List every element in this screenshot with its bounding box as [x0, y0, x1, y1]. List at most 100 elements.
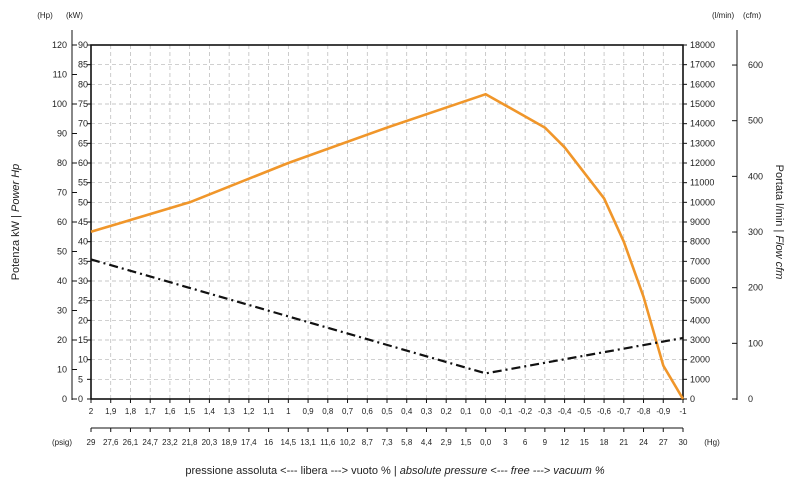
x-bar-tick-label: 0,9 [303, 407, 315, 416]
x-psig-tick-label: 0,0 [480, 438, 492, 447]
x-bar-tick-label: 0,0 [480, 407, 492, 416]
kw-tick-label: 25 [78, 296, 88, 306]
hg-unit-label: (Hg) [704, 438, 720, 447]
x-psig-tick-label: 6 [523, 438, 528, 447]
x-psig-tick-label: 29 [87, 438, 96, 447]
x-axis-title-italian: pressione assoluta <--- libera ---> vuot… [185, 465, 399, 477]
kw-tick-label: 65 [78, 138, 88, 148]
x-psig-tick-label: 30 [679, 438, 688, 447]
x-psig-tick-label: 23,2 [162, 438, 178, 447]
x-psig-tick-label: 18 [600, 438, 609, 447]
kw-tick-label: 80 [78, 79, 88, 89]
x-psig-tick-label: 21,8 [182, 438, 198, 447]
kw-tick-label: 15 [78, 335, 88, 345]
hp-tick-label: 80 [57, 158, 67, 168]
cfm-tick-label: 300 [748, 227, 763, 237]
x-bar-tick-label: 1,8 [125, 407, 137, 416]
x-psig-tick-label: 4,4 [421, 438, 433, 447]
x-psig-tick-label: 13,1 [300, 438, 316, 447]
x-bar-tick-label: 1,4 [204, 407, 216, 416]
x-bar-tick-label: -1 [679, 407, 687, 416]
x-bar-tick-label: -0,8 [637, 407, 651, 416]
x-psig-tick-label: 5,8 [401, 438, 413, 447]
series-lines [90, 92, 685, 400]
lmin-tick-label: 16000 [690, 79, 715, 89]
cfm-tick-label: 100 [748, 338, 763, 348]
x-bar-tick-label: 1,1 [263, 407, 275, 416]
x-bar-tick-label: 0,1 [460, 407, 472, 416]
kw-tick-label: 35 [78, 256, 88, 266]
hp-tick-label: 90 [57, 129, 67, 139]
kw-tick-label: 75 [78, 99, 88, 109]
lmin-tick-label: 5000 [690, 296, 710, 306]
x-psig-tick-label: 8,7 [362, 438, 374, 447]
x-psig-tick-label: 18,9 [221, 438, 237, 447]
hp-tick-label: 20 [57, 335, 67, 345]
kw-tick-label: 50 [78, 197, 88, 207]
hp-tick-label: 50 [57, 247, 67, 257]
kw-tick-label: 20 [78, 315, 88, 325]
x-psig-tick-label: 1,5 [460, 438, 472, 447]
lmin-tick-label: 6000 [690, 276, 710, 286]
x-bar-tick-label: 2 [89, 407, 94, 416]
kw-tick-label: 45 [78, 217, 88, 227]
kw-tick-label: 70 [78, 119, 88, 129]
x-bar-tick-label: 0,8 [322, 407, 334, 416]
psig-unit-label: (psig) [52, 438, 72, 447]
lmin-unit-label: (l/min) [712, 11, 735, 20]
lmin-tick-label: 12000 [690, 158, 715, 168]
hp-tick-label: 30 [57, 306, 67, 316]
lmin-tick-label: 10000 [690, 197, 715, 207]
hp-tick-label: 120 [52, 40, 67, 50]
lmin-tick-label: 13000 [690, 138, 715, 148]
hp-unit-label: (Hp) [37, 11, 53, 20]
cfm-tick-label: 600 [748, 60, 763, 70]
kw-unit-label: (kW) [66, 11, 83, 20]
lmin-tick-label: 11000 [690, 178, 714, 188]
y-left-title-italic: Power Hp [10, 164, 22, 212]
x-psig-tick-label: 27 [659, 438, 668, 447]
x-psig-tick-label: 10,2 [340, 438, 356, 447]
x-bar-tick-label: 1,7 [145, 407, 157, 416]
x-psig-tick-label: 12 [560, 438, 569, 447]
cfm-tick-label: 0 [748, 394, 753, 404]
y-right-title-italic: Flow cfm [773, 235, 785, 279]
x-bar-tick-label: -0,2 [518, 407, 532, 416]
x-bar-tick-label: 1,2 [243, 407, 255, 416]
lmin-tick-label: 2000 [690, 355, 710, 365]
x-axis-title-english: absolute pressure <--- free ---> vacuum … [400, 465, 605, 477]
y-left-title-text: Potenza kW | [10, 212, 22, 280]
x-bar-tick-label: -0,6 [597, 407, 611, 416]
lmin-tick-label: 17000 [690, 60, 715, 70]
x-bar-tick-label: -0,3 [538, 407, 552, 416]
x-psig-tick-label: 17,4 [241, 438, 257, 447]
x-psig-tick-label: 24 [639, 438, 648, 447]
kw-tick-label: 60 [78, 158, 88, 168]
x-bar-tick-label: 0,7 [342, 407, 354, 416]
lmin-tick-label: 9000 [690, 217, 710, 227]
x-psig-tick-label: 2,9 [441, 438, 453, 447]
kw-tick-label: 90 [78, 40, 88, 50]
x-bar-tick-label: 1,3 [224, 407, 236, 416]
lmin-tick-label: 14000 [690, 119, 715, 129]
x-psig-tick-label: 24,7 [142, 438, 158, 447]
kw-tick-label: 5 [78, 374, 83, 384]
x-bar-tick-label: -0,5 [577, 407, 591, 416]
y-left-title: Potenza kW | Power Hp [10, 164, 22, 281]
x-psig-tick-label: 20,3 [202, 438, 218, 447]
lmin-tick-label: 4000 [690, 315, 710, 325]
x-bar-tick-label: -0,4 [558, 407, 572, 416]
cfm-unit-label: (cfm) [743, 11, 762, 20]
lmin-tick-label: 1000 [690, 374, 710, 384]
x-psig-tick-label: 27,6 [103, 438, 119, 447]
x-psig-tick-label: 11,6 [320, 438, 336, 447]
kw-tick-label: 10 [78, 355, 88, 365]
lmin-tick-label: 15000 [690, 99, 715, 109]
x-bar-tick-label: 0,5 [381, 407, 393, 416]
kw-tick-label: 30 [78, 276, 88, 286]
x-psig-tick-label: 16 [264, 438, 273, 447]
hp-tick-label: 110 [53, 70, 67, 80]
x-bar-tick-label: 1,9 [105, 407, 117, 416]
